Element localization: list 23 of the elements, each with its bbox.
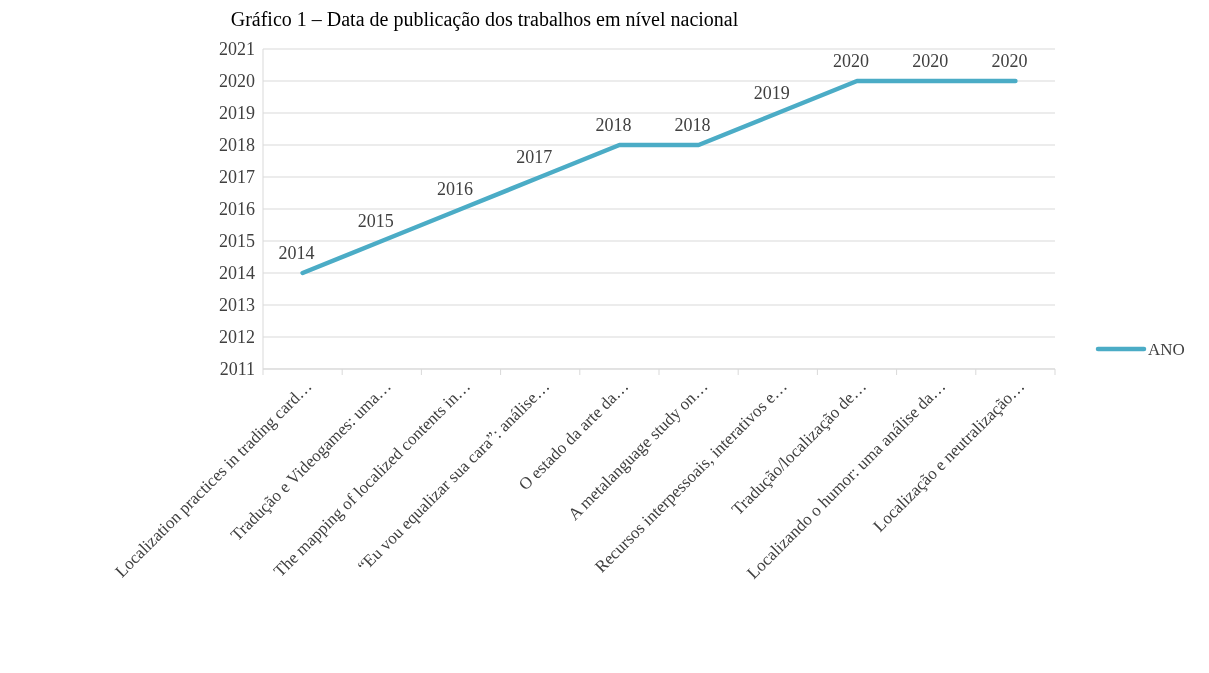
y-tick-label: 2018 <box>219 135 255 156</box>
data-label: 2015 <box>357 211 394 231</box>
data-label: 2014 <box>278 243 315 263</box>
y-tick-label: 2016 <box>219 199 255 220</box>
data-label: 2017 <box>516 147 553 167</box>
y-tick-label: 2017 <box>219 167 255 188</box>
data-label: 2020 <box>833 51 869 71</box>
data-label: 2020 <box>912 51 949 71</box>
data-label: 2016 <box>437 179 473 199</box>
y-tick-label: 2014 <box>219 263 255 284</box>
data-label: 2019 <box>753 83 790 103</box>
data-label: 2020 <box>991 51 1028 71</box>
data-label: 2018 <box>674 115 711 135</box>
y-tick-label: 2013 <box>219 295 255 316</box>
legend-label: ANO <box>1148 339 1185 359</box>
y-tick-label: 2021 <box>219 39 255 60</box>
y-tick-label: 2012 <box>219 327 255 348</box>
y-tick-label: 2019 <box>219 103 255 124</box>
y-tick-label: 2015 <box>219 231 255 252</box>
chart-title: Gráfico 1 – Data de publicação dos trabalhos em nível nacional <box>230 8 739 31</box>
data-label: 2018 <box>595 115 632 135</box>
y-tick-label: 2011 <box>219 359 255 380</box>
y-tick-label: 2020 <box>219 71 255 92</box>
